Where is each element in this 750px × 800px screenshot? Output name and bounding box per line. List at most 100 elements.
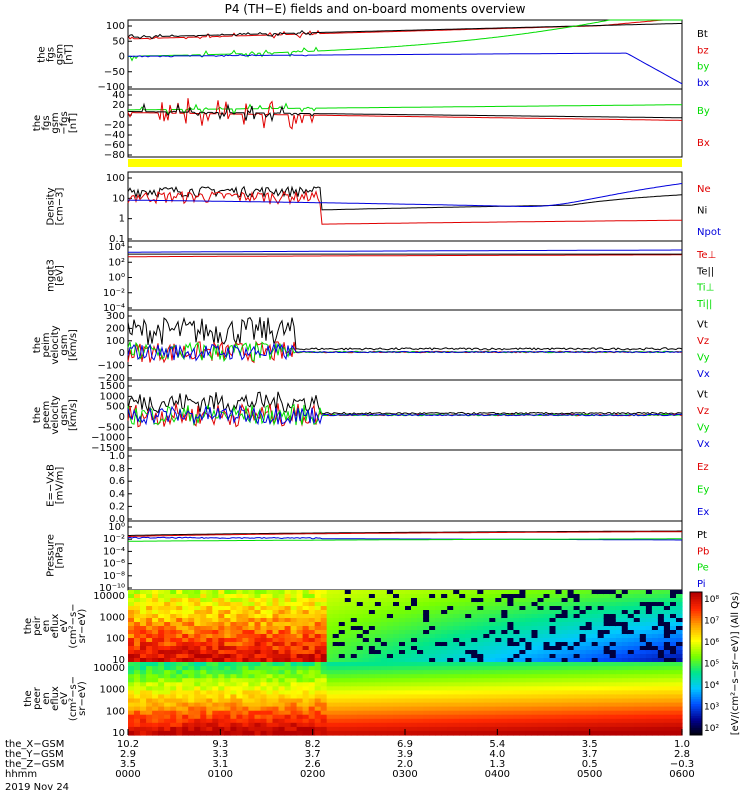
legend-pt: Pt [697,530,707,541]
colorbar-cell [690,727,702,731]
panel-7 [127,449,683,522]
y-tick-label: 10⁻⁸ [103,571,125,582]
panel-frame [127,449,683,522]
y-tick-label: 10 [112,728,125,739]
colorbar-cell [690,684,702,688]
y-tick-label: 1000 [100,685,125,696]
series-ni [127,185,683,211]
x-tick-label: 2.0 [397,759,413,770]
legend-vt: Vt [697,319,708,330]
y-tick-label: −50 [104,67,125,78]
y-axis-label: [nPa] [55,542,66,568]
colorbar-cell [690,668,702,672]
y-axis-label: the [32,115,43,131]
y-axis-label: E=−VxB [46,464,57,507]
colorbar-cell [690,615,702,619]
y-tick-label: 1000 [100,612,125,623]
colorbar-cell [690,599,702,603]
x-tick-label: 10.2 [117,739,139,750]
y-tick-label: 50 [112,36,125,47]
colorbar-cell [690,656,702,660]
colorbar-tick-label: 10⁵ [704,660,719,670]
panel-3 [127,171,683,242]
colorbar-tick-label: 10⁶ [704,638,719,648]
series-Bx [127,98,682,130]
legend-pb: Pb [697,546,709,557]
y-tick-label: −60 [104,140,125,151]
series-vx-i [127,342,683,362]
y-tick-label: 1500 [100,381,125,392]
legend-ey: Ey [697,485,709,496]
y-tick-label: 1.0 [109,451,125,462]
colorbar-frame [689,591,703,736]
series-pb [128,531,682,537]
series-pt [128,530,682,536]
colorbar-cell [690,687,702,691]
x-tick-label: 0200 [300,769,325,780]
x-axis-row-name: hhmm [5,769,37,780]
heatmap-ion-eflux [128,590,683,663]
colorbar-cell [690,720,702,724]
flag-bar [128,159,682,167]
colorbar-cell [690,715,702,719]
x-tick-label: 4.0 [489,749,505,760]
y-tick-label: 0.6 [109,476,125,487]
y-axis-label: gsm [50,112,61,133]
series-ne [127,190,682,225]
colorbar-cell [690,592,702,595]
legend-bx: Bx [697,138,710,149]
panel-5 [127,309,683,381]
x-tick-label: 2.8 [674,749,690,760]
colorbar-cell [690,665,702,669]
colorbar-cell [690,711,702,715]
colorbar-cell [690,725,702,729]
colorbar-tick-label: 10⁸ [704,595,719,605]
colorbar-cell [690,632,702,636]
heatmap-electron-eflux [128,662,683,736]
y-axis-label: peir [32,615,43,635]
y-axis-label: Pressure [46,534,57,577]
y-tick-label: 10000 [93,591,125,602]
colorbar-cell [690,620,702,624]
y-axis-label: the [32,407,43,423]
colorbar-cell [690,622,702,626]
colorbar-cell [690,630,702,634]
y-axis-label: [km/s] [68,329,79,361]
series-vt-e [127,391,683,415]
y-tick-label: 0 [119,348,125,359]
series-By [128,102,682,116]
y-tick-label: −1500 [91,443,125,454]
y-tick-label: 100 [106,21,125,32]
y-tick-label: 100 [106,173,125,184]
legend-vx: Vx [697,369,710,380]
y-tick-label: −100 [98,82,125,93]
x-axis-row-name: the_X−GSM [5,739,64,750]
y-tick-label: 200 [106,323,125,334]
plot-title: P4 (TH−E) fields and on-board moments ov… [224,2,526,16]
y-axis-label: −fgs [59,111,70,134]
legend-ez: Ez [697,462,709,473]
colorbar-cell [690,696,702,700]
y-axis-label: peem [41,401,52,429]
y-tick-label: 10⁻⁴ [103,303,125,314]
colorbar-cell [690,596,702,600]
series-bz [127,19,682,40]
panel-frame [127,88,683,158]
y-tick-label: 100 [106,634,125,645]
colorbar-cell [690,661,702,664]
legend-ti: Ti|| [696,299,712,310]
y-tick-label: 0.0 [109,514,125,525]
x-tick-label: 2.6 [305,759,321,770]
legend-vx: Vx [697,439,710,450]
series-bx [128,52,683,85]
y-tick-label: 1 [119,214,125,225]
y-axis-label: gsm [55,44,66,65]
legend-vt: Vt [697,389,708,400]
colorbar-cell [690,608,702,612]
series-B2 [128,102,683,123]
colorbar-cell [690,653,702,657]
colorbar-cell [690,634,702,638]
y-axis-label: (cm²−s− [68,603,79,648]
x-tick-label: 3.1 [212,759,228,770]
y-tick-label: 1000 [100,391,125,402]
